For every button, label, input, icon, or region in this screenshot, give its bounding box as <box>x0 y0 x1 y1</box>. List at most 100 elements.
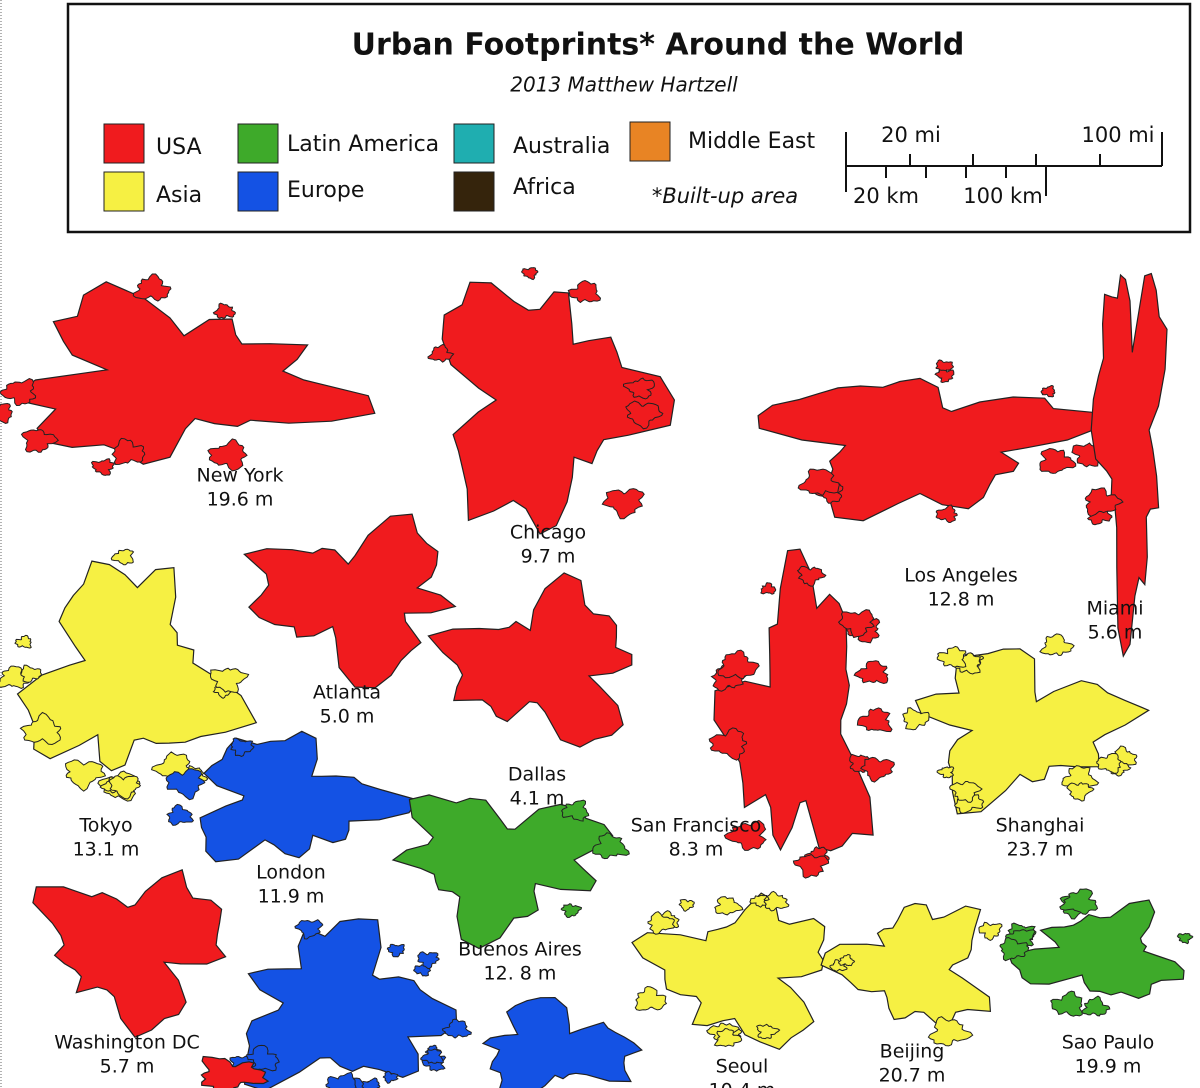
footprint-fragment <box>212 302 236 319</box>
city-name: Beijing <box>880 1041 945 1063</box>
footprint-fragment <box>294 919 324 940</box>
footprint-fragment <box>936 645 967 668</box>
footprint-fragment <box>647 911 676 935</box>
city-name: Sao Paulo <box>1062 1032 1155 1054</box>
footprint-fragment <box>1040 384 1056 398</box>
city-population: 8.3 m <box>669 839 724 861</box>
footprint-fragment <box>560 903 583 919</box>
footprint-fragment <box>927 1016 974 1047</box>
city-name: Los Angeles <box>904 565 1017 587</box>
legend-swatch <box>629 121 671 162</box>
footprint-fragment <box>0 378 37 407</box>
city-name: San Francisco <box>631 815 762 837</box>
footprint-fragment <box>792 853 830 879</box>
legend-swatch <box>103 171 145 212</box>
footprint-fragment <box>755 1023 781 1040</box>
city-population: 5.6 m <box>1088 622 1143 644</box>
footprint-fragment <box>427 343 455 363</box>
scale-label: 20 mi <box>881 123 941 147</box>
city-footprint <box>481 996 643 1088</box>
footprint-fragment <box>20 664 42 683</box>
footprint-fragment <box>1039 447 1077 474</box>
footprint-fragment <box>763 890 790 912</box>
footprint-fragment <box>1039 633 1075 656</box>
footprint-fragment <box>1081 995 1111 1017</box>
legend-swatch <box>453 171 495 212</box>
footprint-fragment <box>441 1018 472 1039</box>
city-name: Chicago <box>510 522 586 544</box>
city-name: London <box>256 862 326 884</box>
scale-label: 20 km <box>853 184 919 208</box>
footprint-fragment <box>165 768 206 801</box>
city-population: 5.0 m <box>320 706 375 728</box>
footprint-fragment <box>209 667 250 693</box>
footprint-fragment <box>207 438 248 472</box>
city-footprint <box>427 572 633 748</box>
city-population: 13.1 m <box>73 839 140 861</box>
footprint-fragment <box>386 943 405 958</box>
city-footprint <box>32 868 227 1039</box>
city-footprint <box>16 281 376 465</box>
footprint-fragment <box>382 1070 399 1084</box>
city-name: Atlanta <box>313 682 381 704</box>
footprint-fragment <box>1059 888 1099 915</box>
city-population: 10.4 m <box>709 1080 776 1088</box>
city-footprint <box>16 560 258 772</box>
title: Urban Footprints* Around the World <box>352 28 965 63</box>
footprint-fragment <box>902 707 930 731</box>
city-name: Buenos Aires <box>458 939 582 961</box>
city-footprint <box>631 892 826 1050</box>
footprint-fragment <box>20 429 60 453</box>
footprint-fragment <box>1096 753 1122 774</box>
footprint-fragment <box>1084 487 1124 517</box>
city-footprint <box>243 513 457 689</box>
footprint-fragment <box>132 273 172 302</box>
footprint-fragment <box>325 1071 357 1088</box>
footprint-fragment <box>837 609 875 639</box>
footprint-fragment <box>935 504 958 524</box>
footprint-fragment <box>934 369 955 384</box>
footprint-fragment <box>856 707 893 733</box>
footprint-fragment <box>0 402 13 424</box>
city-name: Washington DC <box>54 1032 200 1054</box>
footprint-fragment <box>713 1027 743 1048</box>
city-footprint <box>391 794 614 950</box>
footprint-fragment <box>797 468 840 497</box>
city-name: New York <box>196 465 283 487</box>
footprint-fragment <box>560 799 590 822</box>
footprint-fragment <box>601 488 645 520</box>
legend-label: Middle East <box>688 129 816 154</box>
footprint-fragment <box>714 896 744 916</box>
city-footprint <box>757 377 1103 522</box>
footprint-fragment <box>760 582 777 595</box>
legend-label: USA <box>156 135 202 160</box>
footprint-fragment <box>634 985 668 1011</box>
city-population: 23.7 m <box>1007 839 1074 861</box>
scale-label: 100 km <box>963 184 1042 208</box>
city-population: 5.7 m <box>100 1056 155 1078</box>
legend-swatch <box>103 123 145 164</box>
city-footprint <box>200 1055 270 1088</box>
footprint-fragment <box>108 775 142 800</box>
footprint-fragment <box>19 711 62 746</box>
footprint-fragment <box>678 898 695 912</box>
city-population: 11.9 m <box>258 886 325 908</box>
legend: USA Asia Latin America Europe Australia Afric… <box>103 121 816 212</box>
legend-swatch <box>237 123 279 164</box>
footprint-fragment <box>90 458 115 476</box>
city-name: Seoul <box>716 1056 769 1078</box>
city-name: Shanghai <box>996 815 1085 837</box>
footprint-fragment <box>1050 990 1084 1017</box>
legend-label: Europe <box>287 178 364 203</box>
city-population: 19.9 m <box>1075 1056 1142 1078</box>
footprints <box>0 267 1194 1088</box>
city-name: Tokyo <box>78 815 132 837</box>
footprint-fragment <box>230 737 255 757</box>
footprint-fragment <box>110 548 135 566</box>
city-footprint <box>914 648 1151 815</box>
city-population: 12.8 m <box>928 589 995 611</box>
city-footprint <box>1090 272 1168 658</box>
